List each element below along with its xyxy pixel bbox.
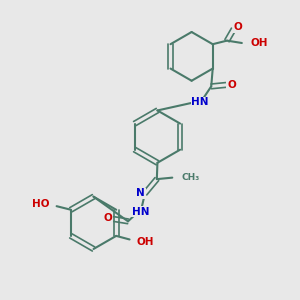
Text: N: N — [136, 188, 145, 198]
Text: CH₃: CH₃ — [181, 173, 200, 182]
Text: HN: HN — [132, 207, 149, 217]
Text: HN: HN — [191, 97, 209, 107]
Text: HO: HO — [32, 199, 50, 209]
Text: O: O — [233, 22, 242, 32]
Text: OH: OH — [251, 38, 268, 48]
Text: OH: OH — [136, 237, 154, 248]
Text: O: O — [103, 213, 112, 224]
Text: O: O — [227, 80, 236, 90]
